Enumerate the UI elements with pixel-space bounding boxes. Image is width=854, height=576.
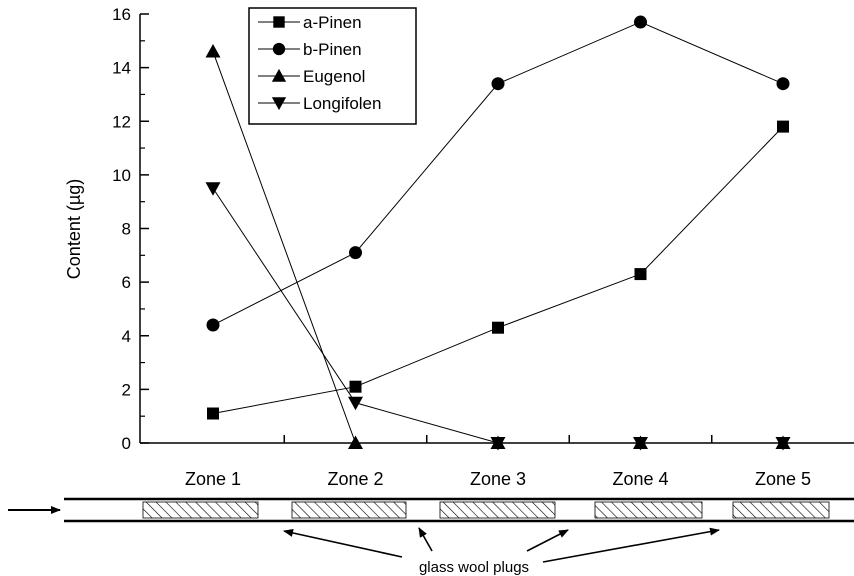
pointer-arrow [526,529,569,552]
glass-wool-plug [439,501,556,519]
series-line [212,188,783,444]
glass-wool-plug [291,501,407,519]
y-tick-label: 0 [122,434,131,453]
legend-marker [271,97,287,111]
y-tick-label: 2 [122,380,131,399]
legend-label: b-Pinen [303,40,362,59]
glass-wool-plug [594,501,703,519]
legend-label: Longifolen [303,94,381,113]
glass-wool-plug [142,501,259,519]
data-point [207,407,219,420]
axes: 0 2 4 6 8 10 12 14 16 Zone 1 Zone 2 Zone 3 Zone 4 Zon… [112,5,854,489]
pointer-arrow [283,529,403,558]
y-tick-label: 10 [112,166,131,185]
data-point [776,77,790,91]
data-point [348,396,363,411]
y-tick-label: 14 [112,59,131,78]
glass-wool-plug [732,501,830,519]
y-tick-label: 12 [112,112,131,131]
legend-label: Eugenol [303,67,365,86]
x-tick-label: Zone 4 [612,469,668,489]
series-markers [205,15,791,451]
data-point [492,321,504,334]
data-point [349,246,362,260]
legend-label: a-Pinen [303,13,362,32]
data-point [634,15,647,29]
pointer-arrow [542,527,720,563]
glass-wool-label: glass wool plugs [419,559,529,576]
tube-diagram: glass wool plugs [8,497,854,576]
data-point [348,435,363,449]
y-tick-label: 4 [122,327,131,346]
x-tick-label: Zone 3 [470,469,526,489]
data-point [633,437,648,451]
series-line [212,126,784,414]
legend-marker [271,68,287,82]
x-tick-label: Zone 1 [185,469,241,489]
data-point [777,120,789,133]
y-axis-label: Content (µg) [64,179,84,279]
data-point [490,437,506,451]
data-point [206,318,220,332]
legend-marker [272,42,286,56]
data-point [491,77,505,91]
data-point [775,437,791,451]
y-tick-label: 16 [112,5,131,24]
data-point [205,44,221,58]
y-tick-label: 8 [122,220,131,239]
data-point [205,182,221,196]
data-point [634,268,647,281]
x-tick-label: Zone 2 [327,469,383,489]
x-tick-label: Zone 5 [755,469,811,489]
pointer-arrow [418,527,433,552]
legend: a-Pinen b-Pinen Eugenol Longifolen [248,7,417,125]
legend-marker [273,16,285,28]
y-tick-label: 6 [122,273,131,292]
data-point [349,380,362,393]
